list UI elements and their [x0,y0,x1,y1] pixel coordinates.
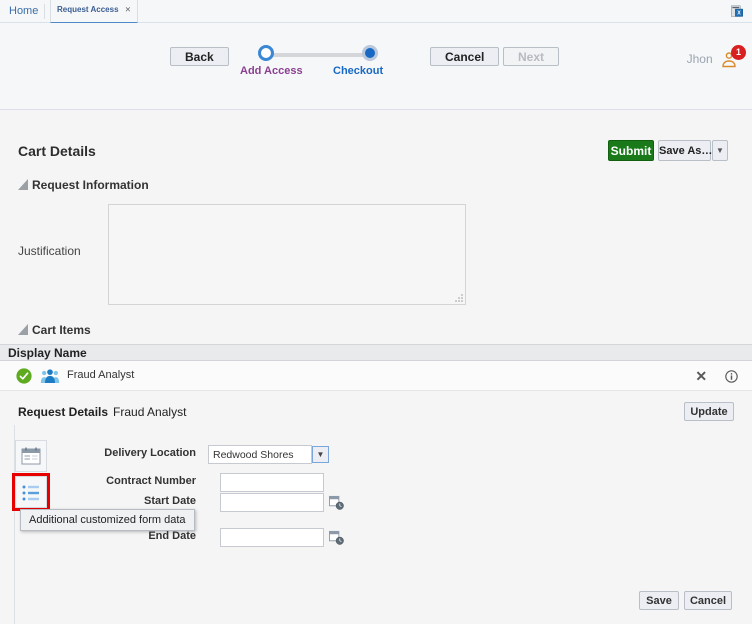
svg-text:X: X [737,10,741,16]
